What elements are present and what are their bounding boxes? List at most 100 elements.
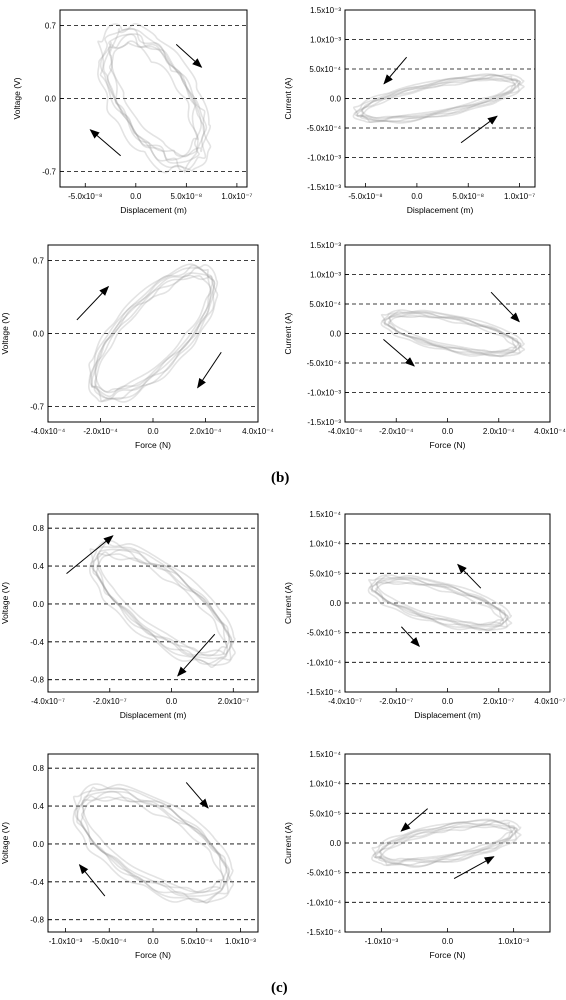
loop-trace [74,787,228,896]
loop-trace [369,576,507,627]
loop-trace [106,33,208,172]
x-tick-label: -1.0x10⁻³ [365,937,399,946]
loop-trace [92,548,233,660]
y-tick-label: -0.7 [42,167,56,176]
y-axis-label: Voltage (V) [0,582,10,624]
direction-arrow-1 [78,864,106,897]
y-tick-label: 0.4 [33,562,45,571]
x-tick-label: -5.0x10⁻⁸ [348,192,382,201]
x-tick-label: 4.0x10⁻⁴ [534,427,566,436]
loop-trace [352,78,517,123]
loop-trace [374,578,510,631]
y-tick-label: -5.0x10⁻⁵ [307,629,341,638]
direction-arrow-1 [383,339,415,367]
direction-arrow-1 [401,626,420,648]
x-tick-label: 0.0 [442,937,454,946]
loop-trace [97,23,199,158]
x-tick-label: 1.0x10⁻⁷ [221,192,252,201]
y-tick-label: 0.0 [330,599,342,608]
y-tick-label: 0.0 [45,95,57,104]
x-tick-label: -2.0x10⁻⁷ [93,697,127,706]
x-tick-label: -5.0x10⁻⁴ [92,937,127,946]
loop-trace [352,73,516,119]
x-tick-label: 0.0 [130,192,142,201]
x-tick-label: 1.0x10⁻⁷ [504,192,535,201]
direction-arrow-0 [66,535,114,575]
y-tick-label: -1.0x10⁻⁴ [307,658,342,667]
x-tick-label: 0.0 [147,427,159,436]
loop-trace [367,580,505,632]
x-tick-label: -2.0x10⁻⁴ [83,427,118,436]
y-axis-label: Current (A) [283,822,293,864]
x-tick-label: 1.0x10⁻³ [225,937,256,946]
x-tick-label: 2.0x10⁻⁴ [483,427,515,436]
y-tick-label: 0.0 [330,330,342,339]
loop-trace [108,41,212,172]
y-tick-label: 0.0 [33,840,45,849]
x-tick-label: 5.0x10⁻⁴ [181,937,213,946]
loop-trace [81,783,234,893]
loop-b3 [87,263,219,403]
loop-trace [368,574,505,626]
axes-frame-c1 [47,513,259,693]
loop-trace [94,264,219,393]
y-tick-label: 1.5x10⁻⁴ [309,750,341,759]
y-tick-label: 1.0x10⁻³ [310,271,341,280]
y-tick-label: 1.5x10⁻⁴ [309,510,341,519]
loop-trace [388,309,525,353]
panel-label-c: (c) [271,980,288,996]
direction-arrow-0 [76,285,110,321]
x-tick-label: 5.0x10⁻⁸ [452,192,484,201]
x-axis-label: Force (N) [430,950,466,960]
x-tick-label: 2.0x10⁻⁷ [218,697,249,706]
y-tick-label: 1.0x10⁻⁴ [309,540,341,549]
x-tick-label: -1.0x10⁻³ [49,937,83,946]
loop-trace [96,553,236,666]
y-tick-label: 0.8 [33,764,45,773]
loop-c4 [371,818,522,868]
y-tick-label: -1.5x10⁻³ [307,418,341,427]
loop-b2 [352,73,525,124]
x-tick-label: -4.0x10⁻⁷ [31,697,65,706]
x-axis-label: Force (N) [430,440,466,450]
x-tick-label: 0.0 [147,937,159,946]
y-axis-label: Current (A) [283,312,293,354]
y-tick-label: -5.0x10⁻⁴ [307,124,342,133]
loop-trace [372,819,516,864]
x-axis-label: Displacement (m) [120,205,187,215]
loop-trace [371,825,514,867]
y-tick-label: -5.0x10⁻⁴ [307,359,342,368]
loop-trace [375,575,512,626]
x-axis-label: Displacement (m) [120,710,187,720]
axes-frame-c3 [47,753,259,933]
loop-trace [371,818,513,862]
loop-trace [360,73,525,119]
loop-trace [354,73,519,121]
x-tick-label: 1.0x10⁻³ [498,937,529,946]
loop-trace [88,263,212,394]
loop-trace [371,578,509,628]
x-tick-label: 0.0 [166,697,178,706]
x-axis-label: Force (N) [135,950,171,960]
x-tick-label: -2.0x10⁻⁴ [379,427,414,436]
y-tick-label: 0.0 [330,839,342,848]
loop-trace [380,314,517,358]
loop-trace [72,783,225,894]
direction-arrow-1 [460,115,498,144]
y-tick-label: -1.0x10⁻³ [307,389,341,398]
direction-arrow-0 [457,563,482,589]
loop-trace [88,551,229,668]
y-tick-label: 0.7 [45,22,57,31]
x-tick-label: 2.0x10⁻⁴ [190,427,222,436]
x-tick-label: 0.0 [442,697,454,706]
y-tick-label: -0.8 [30,676,44,685]
x-axis-label: Force (N) [135,440,171,450]
y-tick-label: 1.5x10⁻³ [310,6,341,15]
chart-b1: -5.0x10⁻⁸ 0.0 5.0x10⁻⁸ 1.0x10⁻⁷ -0.7 0.0 0.7 Di… [12,9,253,215]
loop-trace [378,824,522,868]
chart-b4: -4.0x10⁻⁴ -2.0x10⁻⁴ 0.0 2.0x10⁻⁴ 4.0x10⁻⁴ -1.… [283,241,566,450]
loop-trace [87,274,212,403]
y-tick-label: 5.0x10⁻⁵ [309,809,341,818]
direction-arrow-1 [89,129,121,157]
chart-c4: -1.0x10⁻³ 0.0 1.0x10⁻³ -1.5x10⁻⁴ -1.0x10⁻⁴ -5… [283,750,551,960]
